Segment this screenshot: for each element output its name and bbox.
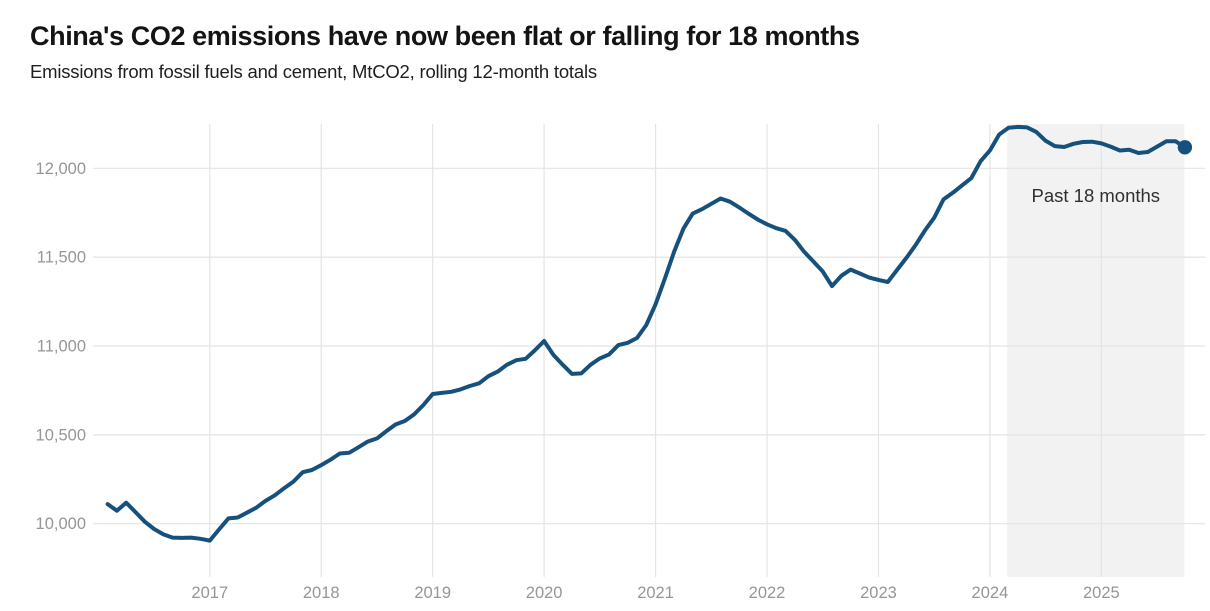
y-tick-label: 10,500: [36, 426, 86, 444]
x-tick-label: 2024: [972, 584, 1009, 602]
x-tick-label: 2025: [1083, 584, 1120, 602]
y-tick-label: 10,000: [36, 515, 86, 533]
x-tick-label: 2017: [191, 584, 228, 602]
x-tick-label: 2019: [414, 584, 451, 602]
chart-subtitle: Emissions from fossil fuels and cement, …: [30, 61, 597, 82]
x-tick-label: 2018: [303, 584, 340, 602]
x-tick-label: 2022: [749, 584, 786, 602]
x-tick-label: 2023: [860, 584, 897, 602]
x-tick-label: 2021: [637, 584, 674, 602]
chart-title: China's CO2 emissions have now been flat…: [30, 21, 860, 51]
chart-header: China's CO2 emissions have now been flat…: [30, 20, 1180, 84]
annotation-past-18-months: Past 18 months: [1032, 185, 1161, 206]
y-tick-label: 11,000: [37, 338, 86, 356]
y-tick-label: 11,500: [37, 249, 86, 267]
emissions-line: [105, 124, 1187, 543]
highlight-region-past-18-months: [1007, 124, 1185, 577]
x-tick-label: 2020: [526, 584, 563, 602]
y-tick-label: 12,000: [36, 160, 86, 178]
last-point-marker: [1177, 140, 1193, 155]
